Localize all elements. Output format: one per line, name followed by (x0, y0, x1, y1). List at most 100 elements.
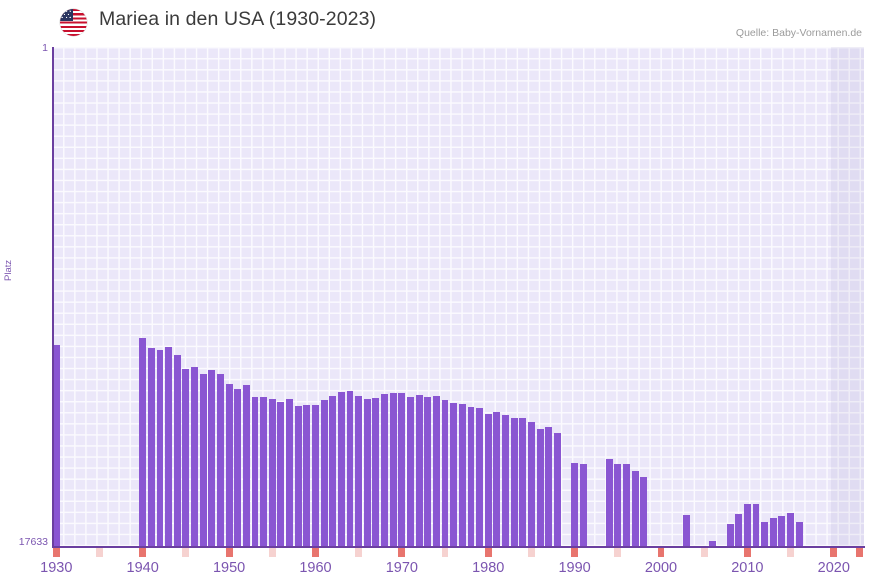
x-tick-mark-1965 (355, 548, 363, 557)
bar-1968[interactable] (381, 394, 389, 547)
bar-1952[interactable] (242, 385, 250, 547)
bar-1994[interactable] (605, 459, 613, 547)
source-label: Quelle: Baby-Vornamen.de (735, 27, 862, 39)
bar-1982[interactable] (502, 415, 509, 547)
x-tick-mark-1980 (484, 548, 492, 557)
bar-2012[interactable] (761, 522, 769, 547)
x-tick-mark-1950 (225, 548, 233, 557)
bar-1947[interactable] (199, 374, 207, 547)
x-tick-mark-1960 (312, 548, 319, 557)
bar-1950[interactable] (225, 384, 233, 547)
bar-1953[interactable] (251, 397, 259, 547)
plot-grid-background (52, 47, 864, 547)
x-tick-label-1970: 1970 (385, 560, 418, 576)
x-tick-mark-1935 (96, 548, 103, 557)
bar-2008[interactable] (726, 524, 734, 547)
bar-1972[interactable] (415, 395, 423, 547)
bar-1983[interactable] (510, 418, 518, 547)
x-tick-label-1940: 1940 (126, 560, 159, 576)
bar-1969[interactable] (389, 393, 397, 547)
x-tick-mark-2005 (700, 548, 708, 557)
bar-1971[interactable] (407, 397, 414, 547)
bar-1967[interactable] (372, 398, 380, 547)
bar-2010[interactable] (743, 504, 751, 547)
x-tick-mark-1930 (52, 548, 60, 557)
bar-1975[interactable] (441, 400, 449, 547)
bar-1951[interactable] (234, 389, 242, 547)
bar-1965[interactable] (355, 396, 363, 547)
bar-1995[interactable] (614, 464, 622, 547)
bar-1930[interactable] (52, 345, 60, 547)
bar-1977[interactable] (458, 404, 466, 547)
x-tick-mark-2015 (787, 548, 795, 557)
x-tick-label-2000: 2000 (644, 560, 678, 576)
bar-1996[interactable] (622, 464, 630, 547)
bar-1942[interactable] (156, 350, 164, 547)
bar-2009[interactable] (735, 514, 743, 547)
forecast-shaded-band (831, 47, 864, 547)
bar-1964[interactable] (346, 391, 354, 547)
x-tick-mark-1940 (139, 548, 147, 557)
bar-1961[interactable] (320, 400, 328, 547)
x-tick-mark-1970 (398, 548, 406, 557)
bar-1991[interactable] (579, 464, 587, 547)
bars-layer (52, 47, 864, 547)
bar-2014[interactable] (778, 516, 786, 547)
bar-1948[interactable] (208, 370, 216, 547)
flag-canton (60, 9, 73, 21)
bar-1988[interactable] (553, 433, 561, 547)
bar-1956[interactable] (277, 402, 285, 547)
x-tick-mark-1990 (571, 548, 579, 557)
bar-1959[interactable] (303, 405, 311, 547)
bar-1974[interactable] (432, 396, 440, 547)
bar-1966[interactable] (363, 399, 371, 547)
x-tick-mark-1985 (527, 548, 535, 557)
bar-1998[interactable] (640, 477, 648, 547)
bar-1984[interactable] (519, 418, 527, 547)
x-tick-mark-1975 (441, 548, 449, 557)
bar-1943[interactable] (165, 347, 173, 547)
bar-1958[interactable] (294, 406, 302, 547)
bar-2015[interactable] (787, 513, 795, 547)
bar-1960[interactable] (312, 405, 319, 547)
bar-1949[interactable] (216, 374, 224, 547)
x-tick-mark-2010 (743, 548, 751, 557)
bar-1973[interactable] (424, 397, 432, 547)
bar-2006[interactable] (709, 541, 717, 547)
bar-1962[interactable] (329, 396, 337, 547)
bar-1980[interactable] (484, 414, 492, 547)
bar-1990[interactable] (571, 463, 579, 547)
x-tick-label-1930: 1930 (40, 560, 73, 576)
chart-header: Mariea in den USA (1930-2023) Quelle: Ba… (0, 0, 873, 44)
x-tick-mark-1995 (614, 548, 622, 557)
y-axis-bottom-label: 17633 (18, 536, 48, 548)
bar-1981[interactable] (493, 412, 501, 547)
bar-1970[interactable] (398, 393, 406, 547)
bar-2016[interactable] (795, 522, 803, 547)
bar-1976[interactable] (450, 403, 458, 547)
usa-flag-icon (60, 9, 87, 36)
bar-1941[interactable] (147, 348, 155, 547)
bar-1978[interactable] (467, 407, 475, 547)
bar-1957[interactable] (286, 399, 293, 547)
bar-1985[interactable] (527, 422, 535, 547)
bar-1944[interactable] (173, 355, 181, 547)
bar-1986[interactable] (536, 429, 544, 547)
x-tick-mark-2000 (657, 548, 665, 557)
bar-2013[interactable] (769, 518, 777, 547)
x-tick-label-2020: 2020 (817, 560, 850, 576)
bar-1997[interactable] (631, 471, 639, 547)
y-axis-title: Platz (3, 259, 14, 281)
bar-1946[interactable] (191, 367, 198, 547)
bar-1963[interactable] (337, 392, 345, 547)
bar-1954[interactable] (260, 397, 268, 547)
bar-1979[interactable] (476, 408, 484, 547)
bar-1940[interactable] (139, 338, 147, 547)
bar-2003[interactable] (683, 515, 691, 547)
bar-2011[interactable] (752, 504, 760, 547)
bar-1945[interactable] (182, 369, 190, 547)
x-tick-mark-2020 (830, 548, 838, 557)
bar-1987[interactable] (545, 427, 553, 547)
y-axis-top-label: 1 (42, 42, 48, 54)
bar-1955[interactable] (268, 399, 276, 547)
